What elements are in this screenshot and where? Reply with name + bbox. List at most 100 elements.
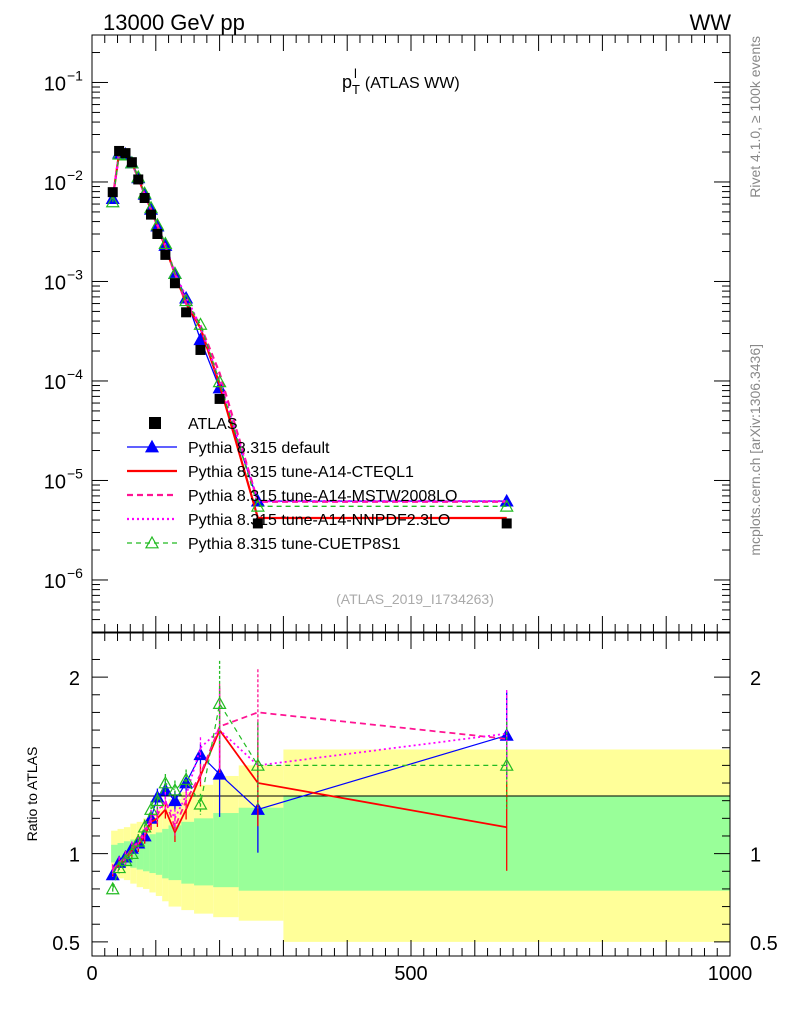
ratio-marker	[143, 802, 159, 815]
y-tick-exponent: −2	[67, 167, 83, 183]
y-tick-label: 10	[44, 471, 66, 493]
data-point	[139, 193, 150, 204]
plot-title-sub: T	[352, 82, 360, 97]
band-inner-segment	[155, 832, 163, 875]
plot-title: pTl (ATLAS WW)	[342, 66, 460, 97]
ratio-y-tick-label-left: 2	[69, 668, 80, 690]
header-right: WW	[689, 10, 731, 35]
main-series	[105, 145, 514, 529]
band-inner-segment	[136, 837, 144, 870]
ratio-marker	[124, 846, 139, 860]
data-point	[195, 344, 206, 355]
ratio-y-tick-label-right: 0.5	[750, 933, 778, 955]
point-marker	[179, 293, 194, 307]
y-tick-exponent: −4	[67, 366, 83, 382]
header-left: 13000 GeV pp	[103, 10, 245, 35]
ratio-marker	[193, 796, 208, 810]
plot-title-rest: (ATLAS WW)	[365, 75, 460, 92]
ratio-marker	[118, 853, 133, 867]
ratio-marker	[499, 758, 514, 771]
x-tick-label: 1000	[708, 963, 753, 985]
data-point	[181, 307, 192, 318]
y-tick-label: 10	[44, 73, 66, 95]
y-tick-exponent: −6	[67, 565, 83, 581]
legend-label: Pythia 8.315 tune-A14-MSTW2008LO	[188, 488, 457, 505]
y-tick-label: 10	[44, 173, 66, 195]
ratio-marker	[212, 766, 227, 780]
point-marker	[193, 317, 208, 330]
data-point	[126, 157, 137, 168]
point-marker	[499, 499, 514, 512]
legend-marker	[144, 535, 160, 549]
y-tick-exponent: −1	[67, 67, 83, 83]
band-inner-segment	[162, 828, 169, 879]
ratio-y-tick-labels: 0.5 0.5 1 1 2 2	[52, 668, 778, 955]
ratio-y-tick-label-right: 1	[750, 845, 761, 867]
data-point	[252, 518, 263, 529]
ratio-marker	[212, 696, 227, 710]
legend-label: Pythia 8.315 tune-A14-NNPDF2.3LO	[188, 512, 450, 529]
y-tick-exponent: −5	[67, 465, 83, 481]
band-inner-segment	[111, 844, 118, 863]
legend-label: Pythia 8.315 default	[188, 440, 330, 457]
plot-title-main: p	[342, 72, 352, 92]
ratio-marker	[137, 819, 152, 833]
point-marker	[212, 374, 227, 388]
series-atlas	[107, 145, 512, 529]
ratio-series-5	[105, 660, 514, 895]
band-inner-segment	[149, 834, 156, 874]
point-marker	[250, 499, 265, 512]
analysis-label: (ATLAS_2019_I1734263)	[336, 591, 494, 607]
plot-title-sup: l	[354, 66, 357, 81]
ratio-y-tick-label-right: 2	[750, 668, 761, 690]
ratio-x-tick-labels: 0 500 1000	[86, 963, 752, 985]
ratio-line	[112, 701, 507, 890]
ratio-marker	[112, 860, 127, 874]
ratio-marker	[105, 881, 120, 895]
main-y-tick-labels: 10−610−510−410−310−210−1	[44, 67, 83, 593]
mcplots-label: mcplots.cern.ch [arXiv:1306.3436]	[747, 344, 763, 556]
data-point	[501, 518, 512, 529]
legend-label: Pythia 8.315 tune-A14-CTEQL1	[188, 464, 414, 481]
data-point	[133, 174, 144, 185]
rivet-label: Rivet 4.1.0, ≥ 100k events	[747, 36, 763, 198]
main-axis-ticks	[91, 35, 731, 633]
ratio-marker	[179, 772, 194, 785]
band-inner-segment	[238, 807, 284, 891]
y-tick-label: 10	[44, 372, 66, 394]
ratio-y-tick-label-left: 0.5	[52, 933, 80, 955]
data-point	[146, 209, 157, 220]
data-point	[214, 393, 225, 404]
main-panel: pTl(ATLAS WW) (ATLAS_2019_I1734263) 10 −6…	[44, 34, 731, 633]
band-inner-segment	[194, 818, 214, 886]
data-point	[160, 249, 171, 260]
legend: ATLAS Pythia 8.315 default Pythia 8.315 tu…	[127, 416, 457, 553]
y-tick-label: 10	[44, 571, 66, 593]
data-point	[152, 229, 163, 239]
y-tick-exponent: −3	[67, 266, 83, 282]
ratio-panel: Ratio to ATLAS 0.5 0.5 1 1 2 2 0 500 1000	[24, 632, 778, 985]
ratio-marker	[167, 793, 182, 807]
band-inner-segment	[117, 843, 124, 866]
point-marker	[158, 236, 173, 250]
ratio-marker	[250, 758, 265, 771]
x-tick-label: 0	[86, 963, 97, 985]
band-inner-segment	[213, 813, 239, 888]
legend-label: ATLAS	[188, 416, 238, 433]
ratio-line	[111, 728, 507, 872]
data-point	[120, 148, 131, 159]
band-inner-segment	[143, 835, 150, 872]
band-inner-segment	[181, 821, 195, 884]
ratio-series	[105, 660, 514, 895]
ratio-y-tick-label-left: 1	[69, 845, 80, 867]
x-tick-label: 500	[394, 963, 427, 985]
data-point	[169, 278, 180, 289]
ratio-bands	[111, 749, 730, 942]
y-tick-label: 10	[44, 272, 66, 294]
ratio-marker	[167, 782, 182, 796]
data-point	[107, 187, 118, 198]
ratio-axis-ticks	[91, 633, 731, 956]
ratio-marker	[158, 775, 173, 789]
band-inner-segment	[168, 825, 182, 881]
